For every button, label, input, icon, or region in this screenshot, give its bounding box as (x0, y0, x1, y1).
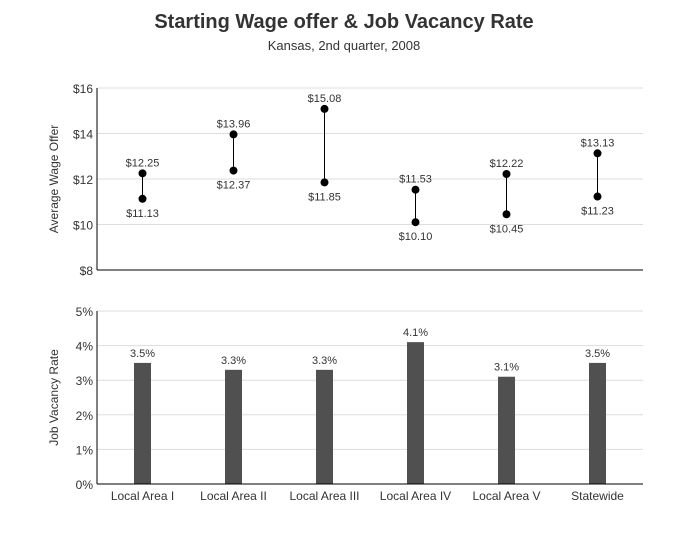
wage-y-axis-title: Average Wage Offer (47, 125, 61, 234)
vacancy-y-tick-label: 2% (76, 409, 94, 423)
vacancy-x-tick-label: Local Area IV (380, 489, 451, 503)
vacancy-x-tick-label: Local Area I (111, 489, 174, 503)
wage-high-label: $12.22 (490, 158, 524, 170)
wage-low-label: $11.85 (308, 191, 341, 203)
wage-high-label: $12.25 (126, 157, 160, 169)
wage-low-label: $11.13 (126, 208, 159, 220)
wage-high-label: $13.96 (217, 118, 251, 130)
vacancy-y-tick-label: 4% (76, 340, 94, 354)
wage-high-point (411, 185, 420, 194)
vacancy-bar (498, 376, 515, 484)
vacancy-x-tick-label: Local Area V (472, 489, 540, 503)
vacancy-y-tick-label: 3% (76, 374, 94, 388)
wage-low-point (593, 192, 602, 201)
vacancy-value-label: 3.3% (221, 355, 246, 367)
wage-low-label: $10.10 (399, 231, 433, 243)
wage-high-point (229, 130, 238, 139)
chart-title: Starting Wage offer & Job Vacancy Rate (154, 11, 534, 33)
wage-low-point (502, 210, 511, 219)
wage-y-tick-label: $10 (73, 219, 93, 233)
wage-high-point (502, 169, 511, 178)
wage-high-label: $11.53 (399, 174, 432, 186)
vacancy-x-tick-label: Local Area II (200, 489, 267, 503)
wage-y-tick-label: $8 (80, 264, 94, 278)
vacancy-y-tick-label: 0% (76, 478, 94, 492)
wage-low-label: $10.45 (490, 223, 524, 235)
vacancy-bar (225, 369, 242, 484)
wage-y-tick-label: $14 (73, 128, 93, 142)
vacancy-y-tick-label: 1% (76, 443, 94, 457)
wage-low-label: $11.23 (581, 206, 614, 218)
wage-low-point (229, 166, 238, 175)
wage-high-point (320, 104, 329, 113)
wage-high-label: $13.13 (581, 137, 615, 149)
vacancy-value-label: 3.5% (585, 348, 610, 360)
wage-y-tick-label: $16 (73, 82, 93, 96)
vacancy-value-label: 3.3% (312, 355, 337, 367)
wage-low-point (320, 178, 329, 187)
wage-low-label: $12.37 (217, 180, 251, 192)
vacancy-value-label: 3.1% (494, 362, 519, 374)
wage-low-point (138, 194, 147, 203)
vacancy-bar (316, 369, 333, 484)
vacancy-bar (589, 362, 606, 484)
wage-high-point (593, 149, 602, 158)
vacancy-bar (407, 342, 424, 484)
vacancy-bar (134, 362, 151, 484)
vacancy-value-label: 4.1% (403, 327, 428, 339)
vacancy-y-tick-label: 5% (76, 305, 94, 319)
vacancy-x-tick-label: Statewide (571, 489, 624, 503)
vacancy-x-tick-label: Local Area III (289, 489, 359, 503)
vacancy-value-label: 3.5% (130, 348, 155, 360)
wage-y-tick-label: $12 (73, 173, 93, 187)
wage-high-label: $15.08 (308, 93, 342, 105)
vacancy-y-axis-title: Job Vacancy Rate (47, 349, 61, 446)
chart-subtitle: Kansas, 2nd quarter, 2008 (267, 38, 421, 53)
wage-low-point (411, 218, 420, 227)
wage-high-point (138, 169, 147, 178)
